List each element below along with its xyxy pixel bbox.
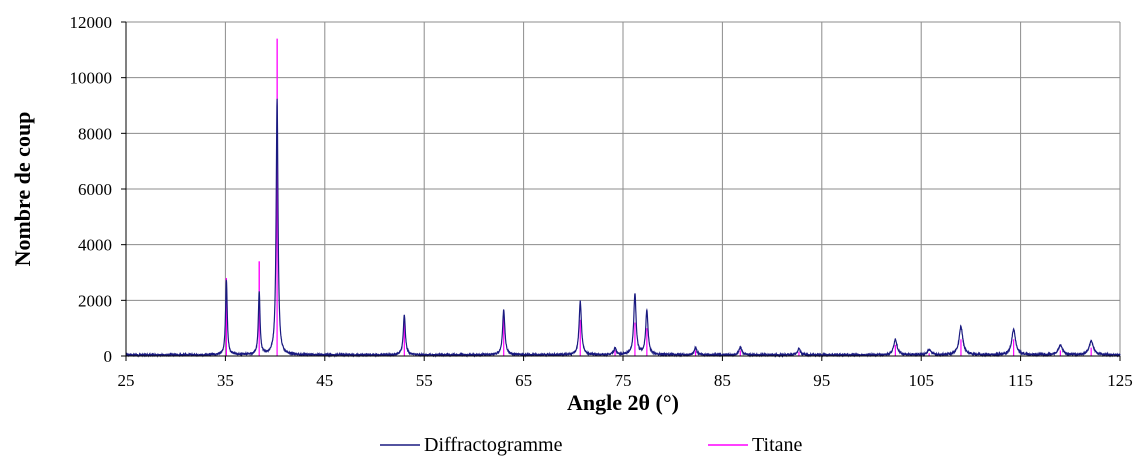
x-tick-label: 35 (217, 371, 234, 390)
x-tick-label: 65 (515, 371, 532, 390)
diffractogramme-peak (928, 349, 930, 351)
y-tick-label: 10000 (70, 69, 113, 88)
diffractogramme-peak (646, 310, 648, 312)
x-tick-label: 105 (908, 371, 934, 390)
diffractogramme-peak (1090, 340, 1092, 342)
y-tick-label: 12000 (70, 13, 113, 32)
y-tick-label: 4000 (78, 236, 112, 255)
diffractogramme-peak (614, 347, 616, 349)
series-layer (125, 38, 1121, 358)
y-axis-title: Nombre de coup (10, 112, 35, 267)
diffractogramme-peak (634, 293, 636, 295)
axes (121, 21, 1121, 361)
diffractogramme-peak (894, 338, 896, 340)
diffractogramme-peak (503, 309, 505, 311)
diffractogramme-peak (798, 348, 800, 350)
x-tick-label: 45 (316, 371, 333, 390)
x-tick-label: 125 (1107, 371, 1133, 390)
x-tick-label: 85 (714, 371, 731, 390)
diffractogramme-peak (1013, 328, 1015, 330)
diffractogramme-peak (739, 346, 741, 348)
diffractogramme-line (125, 98, 1121, 358)
x-tick-label: 55 (416, 371, 433, 390)
y-tick-labels: 0 2000 4000 6000 8000 10000 12000 (70, 13, 113, 366)
y-tick-label: 0 (104, 347, 113, 366)
diffractogramme-peak (403, 314, 405, 316)
legend: Diffractogramme Titane (380, 434, 803, 456)
x-tick-label: 95 (813, 371, 830, 390)
diffractogramme-peak (695, 346, 697, 348)
x-tick-label: 115 (1008, 371, 1033, 390)
diffractogramme-peak (1059, 344, 1061, 346)
y-tick-label: 2000 (78, 291, 112, 310)
legend-label-titane: Titane (752, 434, 803, 456)
x-tick-labels: 25 35 45 55 65 75 85 95 105 115 125 (118, 371, 1133, 390)
y-tick-label: 8000 (78, 124, 112, 143)
grid-lines (125, 21, 1121, 357)
x-tick-label: 75 (615, 371, 632, 390)
legend-label-diffractogramme: Diffractogramme (424, 434, 563, 456)
y-tick-label: 6000 (78, 180, 112, 199)
x-tick-label: 25 (118, 371, 135, 390)
x-axis-title: Angle 2θ (°) (567, 390, 679, 415)
diffractogramme-peak (960, 326, 962, 328)
diffractogramme-peak (579, 300, 581, 302)
